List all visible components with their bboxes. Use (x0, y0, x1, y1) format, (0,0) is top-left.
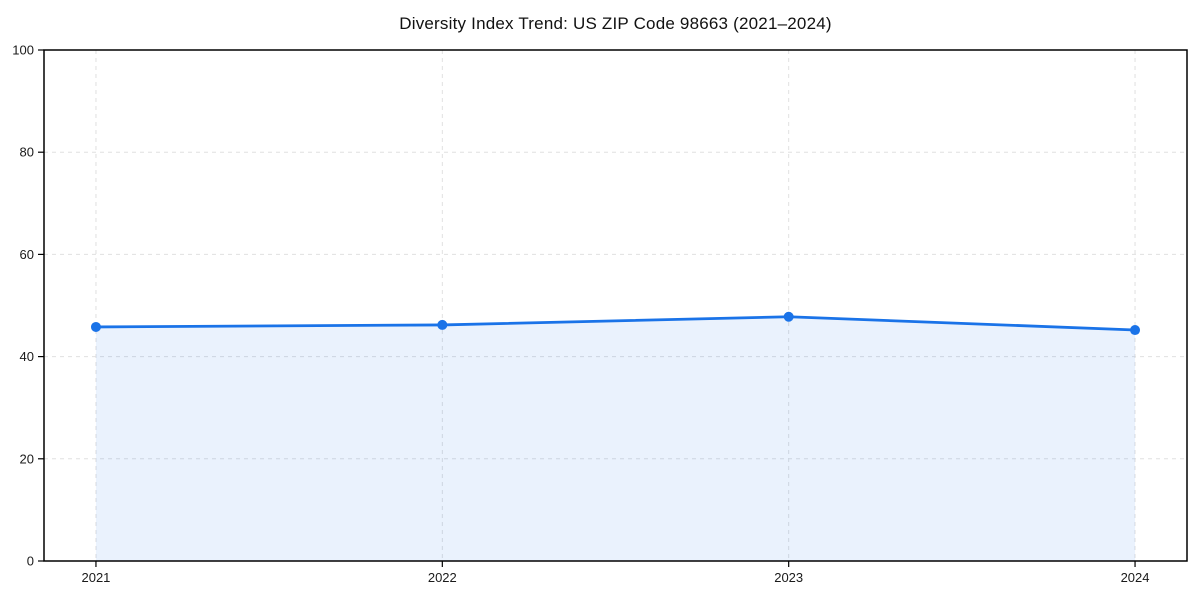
y-tick-label: 0 (27, 554, 34, 569)
y-tick-label: 20 (20, 451, 34, 466)
y-tick-label: 80 (20, 145, 34, 160)
y-tick-label: 60 (20, 247, 34, 262)
x-tick-label: 2021 (81, 570, 110, 585)
x-tick-label: 2024 (1121, 570, 1150, 585)
data-point-marker (437, 319, 448, 330)
trend-line (94, 315, 1137, 332)
data-point-marker (1130, 325, 1141, 336)
x-tick-label: 2022 (428, 570, 457, 585)
chart-title: Diversity Index Trend: US ZIP Code 98663… (399, 14, 832, 33)
area-fill (95, 316, 1136, 561)
y-tick-label: 100 (12, 43, 34, 58)
data-point-marker (783, 311, 794, 322)
y-tick-label: 40 (20, 349, 34, 364)
data-point-marker (90, 321, 101, 332)
plot-frame (43, 49, 1188, 562)
x-tick-label: 2023 (774, 570, 803, 585)
